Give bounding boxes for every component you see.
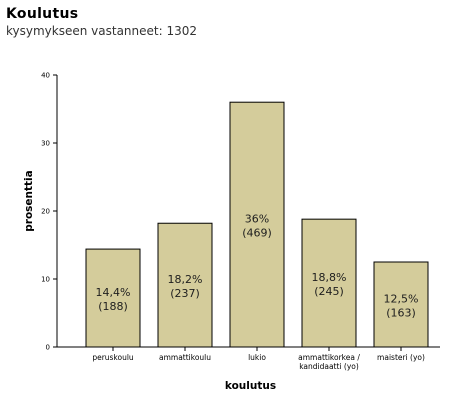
bar bbox=[373, 261, 429, 348]
y-ticks-layer: 0 10 20 30 40 bbox=[41, 72, 57, 352]
x-category-label: lukio bbox=[248, 353, 266, 362]
page-title: Koulutus bbox=[6, 6, 79, 22]
x-category-label: ammattikoulu bbox=[159, 353, 211, 362]
x-category-label: maisteri (yo) bbox=[377, 353, 425, 362]
y-tick-label: 30 bbox=[41, 140, 50, 148]
bar-count-label: (237) bbox=[170, 287, 200, 300]
x-category-label: ammattikorkea / bbox=[298, 353, 360, 362]
bar bbox=[229, 101, 285, 348]
x-categories-layer: peruskoulu ammattikoulu lukio ammattikorkea… bbox=[92, 347, 425, 371]
bar-value-label: 14,4% bbox=[96, 286, 131, 299]
bar-count-label: (163) bbox=[386, 307, 416, 320]
y-tick-label: 10 bbox=[41, 276, 50, 284]
x-axis-title: koulutus bbox=[225, 380, 276, 392]
y-tick-label: 40 bbox=[41, 72, 50, 80]
bar-value-label: 12,5% bbox=[384, 293, 419, 306]
bar bbox=[85, 248, 141, 348]
bar-value-label: 36% bbox=[245, 213, 269, 226]
y-axis-title: prosenttia bbox=[23, 170, 35, 231]
bars-layer: 14,4%(188) 18,2%(237) 36%(469) 18,8%(245) 12… bbox=[85, 101, 429, 348]
y-tick-label: 20 bbox=[41, 208, 50, 216]
x-category-label: peruskoulu bbox=[92, 353, 134, 362]
page-subtitle: kysymykseen vastanneet: 1302 bbox=[6, 24, 197, 38]
bar-value-label: 18,8% bbox=[312, 271, 347, 284]
x-category-label: kandidaatti (yo) bbox=[299, 362, 359, 371]
bar-value-label: 18,2% bbox=[168, 273, 203, 286]
bar-count-label: (188) bbox=[98, 300, 128, 313]
bar-count-label: (469) bbox=[242, 227, 272, 240]
bar bbox=[301, 218, 357, 348]
bar bbox=[157, 222, 213, 348]
bar-count-label: (245) bbox=[314, 285, 344, 298]
y-tick-label: 0 bbox=[46, 344, 50, 352]
